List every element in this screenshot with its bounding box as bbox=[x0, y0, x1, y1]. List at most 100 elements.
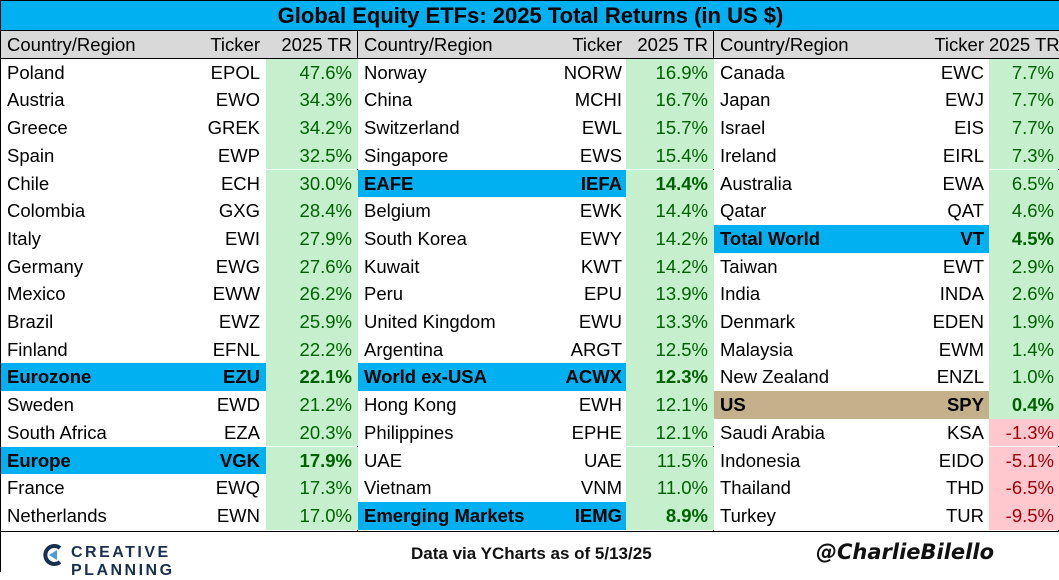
header-return: 2025 TR bbox=[281, 34, 352, 55]
country-name: Denmark bbox=[720, 311, 796, 332]
table-row: Chile ECH 30.0% bbox=[1, 169, 358, 198]
ticker: EWM bbox=[938, 338, 984, 360]
return-value: 11.0% bbox=[626, 474, 714, 502]
country-name: Emerging Markets bbox=[364, 504, 525, 526]
country-name: Peru bbox=[364, 283, 404, 305]
return-value: 2.6% bbox=[989, 280, 1059, 308]
return-value: 32.5% bbox=[266, 141, 358, 170]
country-name: China bbox=[364, 89, 413, 111]
table-row: New Zealand ENZL 1.0% bbox=[714, 363, 1059, 392]
ticker: EWD bbox=[216, 394, 260, 416]
return-value: 30.0% bbox=[266, 169, 358, 198]
header-country: Country/Region bbox=[720, 34, 849, 55]
ticker: VT bbox=[960, 227, 984, 249]
country-name: Switzerland bbox=[364, 117, 460, 139]
table-row: Malaysia EWM 1.4% bbox=[714, 335, 1059, 364]
table-row: Belgium EWK 14.4% bbox=[358, 197, 714, 225]
table-row: Indonesia EIDO -5.1% bbox=[714, 446, 1059, 475]
ticker: ACWX bbox=[565, 366, 622, 388]
country-name: Austria bbox=[7, 89, 65, 111]
country-name: Ireland bbox=[720, 144, 777, 166]
table-row: Vietnam VNM 11.0% bbox=[358, 474, 714, 502]
table-row: Netherlands EWN 17.0% bbox=[1, 501, 358, 530]
return-value: 12.5% bbox=[626, 335, 714, 364]
ticker: EWL bbox=[581, 117, 622, 139]
ticker: IEMG bbox=[574, 504, 622, 526]
country-name: Total World bbox=[720, 227, 821, 249]
return-value: 12.1% bbox=[626, 418, 714, 447]
country-name: Qatar bbox=[720, 200, 767, 222]
country-name: Germany bbox=[7, 255, 84, 277]
return-value: 34.2% bbox=[266, 114, 358, 142]
return-value: 47.6% bbox=[266, 58, 358, 87]
ticker: EPHE bbox=[571, 421, 622, 443]
return-value: 11.5% bbox=[626, 446, 714, 475]
country-name: Norway bbox=[364, 61, 427, 83]
return-value: 26.2% bbox=[266, 280, 358, 308]
ticker: EWC bbox=[940, 61, 984, 83]
table-row: Turkey TUR -9.5% bbox=[714, 501, 1059, 530]
ticker: ARGT bbox=[570, 338, 622, 360]
return-value: 20.3% bbox=[266, 418, 358, 447]
table-row: Australia EWA 6.5% bbox=[714, 169, 1059, 198]
country-name: Brazil bbox=[7, 311, 54, 332]
ticker: EWP bbox=[217, 144, 260, 166]
source-note: Data via YCharts as of 5/13/25 bbox=[411, 544, 652, 563]
ticker: VGK bbox=[219, 449, 260, 471]
ticker: EPU bbox=[583, 283, 622, 305]
return-value: 7.7% bbox=[989, 86, 1059, 115]
country-name: Colombia bbox=[7, 200, 86, 222]
ticker: EDEN bbox=[932, 311, 984, 332]
return-value: 4.6% bbox=[989, 197, 1059, 225]
return-value: 4.5% bbox=[989, 224, 1059, 253]
table-row: World ex-USA ACWX 12.3% bbox=[358, 363, 714, 392]
table-row: Spain EWP 32.5% bbox=[1, 141, 358, 170]
country-name: Netherlands bbox=[7, 504, 107, 526]
ticker: EPOL bbox=[210, 61, 260, 83]
return-value: 25.9% bbox=[266, 308, 358, 336]
return-value: 13.3% bbox=[626, 308, 714, 336]
ticker: EWK bbox=[579, 200, 622, 222]
return-value: 15.4% bbox=[626, 141, 714, 170]
return-value: 14.4% bbox=[626, 197, 714, 225]
table-row: Eurozone EZU 22.1% bbox=[1, 363, 358, 392]
table-row: Norway NORW 16.9% bbox=[358, 58, 714, 87]
ticker: EWW bbox=[212, 283, 260, 305]
ticker: INDA bbox=[939, 283, 984, 305]
table-row: Taiwan EWT 2.9% bbox=[714, 252, 1059, 281]
ticker: EFNL bbox=[212, 338, 260, 360]
return-value: 6.5% bbox=[989, 169, 1059, 198]
return-value: 17.9% bbox=[266, 446, 358, 475]
return-value: 12.3% bbox=[626, 363, 714, 392]
return-value: 34.3% bbox=[266, 86, 358, 115]
country-name: Israel bbox=[720, 117, 766, 139]
country-name: Spain bbox=[7, 144, 55, 166]
return-value: 7.7% bbox=[989, 58, 1059, 87]
header-ticker: Ticker bbox=[934, 34, 984, 55]
country-name: New Zealand bbox=[720, 366, 830, 388]
ticker: GREK bbox=[207, 117, 260, 139]
return-value: 1.4% bbox=[989, 335, 1059, 364]
table-row: Switzerland EWL 15.7% bbox=[358, 114, 714, 142]
country-name: India bbox=[720, 283, 761, 305]
table-row: Canada EWC 7.7% bbox=[714, 58, 1059, 87]
ticker: QAT bbox=[947, 200, 984, 222]
country-name: Belgium bbox=[364, 200, 431, 222]
ticker: EZU bbox=[223, 366, 260, 388]
country-name: Turkey bbox=[720, 504, 776, 526]
country-name: Malaysia bbox=[720, 338, 793, 360]
country-name: Chile bbox=[7, 172, 50, 194]
table-row: Sweden EWD 21.2% bbox=[1, 391, 358, 419]
return-value: 17.0% bbox=[266, 501, 358, 530]
return-value: 12.1% bbox=[626, 391, 714, 419]
country-name: United Kingdom bbox=[364, 311, 496, 332]
country-name: US bbox=[720, 394, 746, 416]
ticker: VNM bbox=[580, 477, 622, 499]
return-value: 0.4% bbox=[989, 391, 1059, 419]
table-row: Greece GREK 34.2% bbox=[1, 114, 358, 142]
table-row: Brazil EWZ 25.9% bbox=[1, 308, 358, 336]
header-return: 2025 TR bbox=[989, 34, 1059, 55]
table-row: United Kingdom EWU 13.3% bbox=[358, 308, 714, 336]
table-row: India INDA 2.6% bbox=[714, 280, 1059, 308]
table-panel-1: Country/Region Ticker 2025 TR Poland EPOL 47.… bbox=[1, 31, 358, 531]
